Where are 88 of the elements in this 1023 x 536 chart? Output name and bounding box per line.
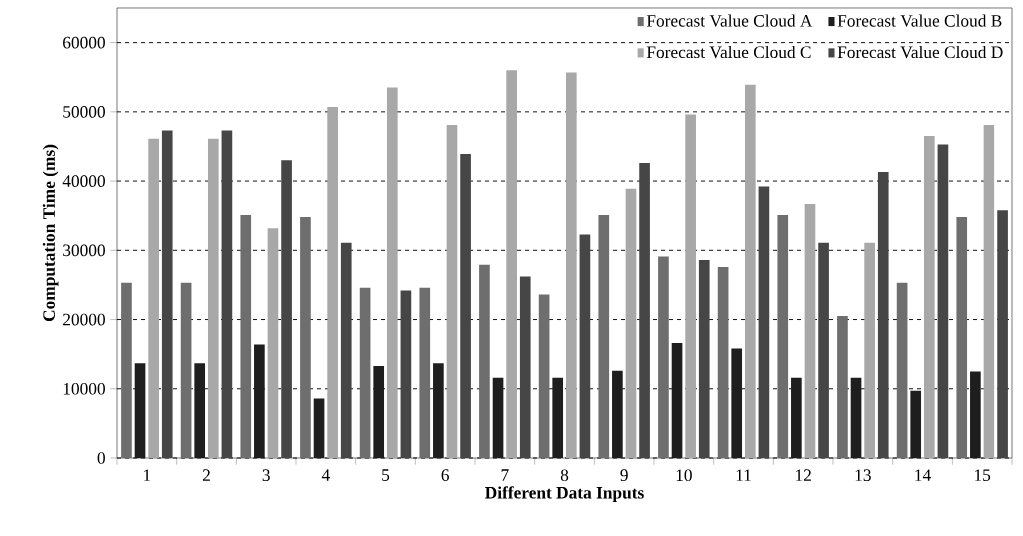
y-tick-label: 30000 [63, 244, 105, 257]
bar [956, 217, 968, 458]
bar [612, 370, 623, 458]
bar [400, 290, 412, 458]
bar [194, 363, 206, 458]
bar [877, 172, 889, 458]
bar [937, 144, 949, 458]
bar [538, 294, 550, 458]
bar [460, 154, 471, 458]
x-tick-label: 4 [321, 469, 330, 481]
bar [818, 242, 829, 458]
bar [758, 186, 770, 458]
legend-label: Forecast Value Cloud A [646, 14, 813, 27]
bar [896, 282, 908, 458]
y-axis-title: Computation Time (ms) [42, 144, 59, 322]
x-tick-label: 11 [736, 469, 751, 481]
bar [281, 160, 292, 458]
bar [419, 287, 431, 458]
bar [519, 276, 531, 458]
bar [717, 266, 729, 458]
bar [777, 215, 789, 458]
bar [340, 242, 352, 458]
y-tick-label: 10000 [63, 382, 105, 395]
bar [731, 348, 743, 458]
bar [386, 87, 398, 458]
bar [864, 242, 875, 458]
x-axis-title: Different Data Inputs [485, 486, 644, 503]
bar [997, 210, 1008, 458]
bar [479, 264, 490, 458]
bar [359, 287, 371, 458]
bar [658, 256, 669, 458]
bar [698, 260, 710, 458]
bar [804, 203, 816, 458]
bar [161, 130, 173, 458]
y-tick-label: 60000 [63, 36, 105, 49]
bar [923, 136, 935, 458]
bar [671, 343, 683, 458]
bar [552, 377, 564, 458]
bar [254, 344, 265, 458]
x-tick-label: 10 [676, 469, 692, 482]
bar [685, 114, 696, 458]
bar [565, 72, 577, 458]
x-tick-label: 1 [144, 469, 151, 481]
bar [433, 363, 444, 458]
x-tick-label: 7 [501, 469, 509, 481]
bar [492, 377, 504, 458]
bar [134, 363, 146, 458]
y-tick-label: 20000 [63, 313, 105, 326]
bar [639, 163, 650, 458]
bar [850, 377, 862, 458]
y-tick-label: 50000 [63, 106, 105, 118]
bar [373, 365, 385, 458]
bar [506, 70, 517, 458]
legend-label: Forecast Value Cloud B [837, 14, 1002, 27]
y-tick-label: 40000 [62, 175, 105, 187]
bar [837, 316, 848, 458]
bar [744, 84, 756, 458]
bar [300, 217, 311, 458]
x-tick-label: 15 [975, 469, 991, 481]
bar [910, 390, 922, 458]
x-tick-label: 6 [441, 469, 449, 482]
x-tick-label: 14 [915, 469, 931, 481]
bar [180, 282, 192, 458]
legend-label: Forecast Value Cloud C [646, 45, 811, 59]
bar [791, 377, 802, 458]
bar [121, 282, 132, 458]
x-tick-label: 13 [855, 469, 871, 482]
bar [579, 234, 591, 458]
bar [207, 138, 219, 458]
bar [983, 125, 995, 458]
x-tick-label: 3 [262, 469, 270, 482]
bar [267, 228, 279, 458]
bar [313, 398, 325, 458]
bar [598, 215, 610, 458]
x-tick-label: 2 [202, 469, 210, 481]
bar [446, 125, 458, 458]
y-tick-label: 0 [97, 452, 105, 464]
x-tick-label: 12 [796, 469, 811, 481]
bar [970, 371, 981, 458]
legend-label: Forecast Value Cloud D [837, 45, 1003, 59]
bar [240, 215, 252, 458]
x-tick-label: 5 [382, 469, 390, 481]
x-tick-label: 8 [560, 469, 569, 482]
bar [625, 188, 637, 458]
bar [327, 107, 338, 458]
bar [221, 130, 233, 458]
x-tick-label: 9 [620, 469, 628, 482]
bar [148, 138, 159, 458]
